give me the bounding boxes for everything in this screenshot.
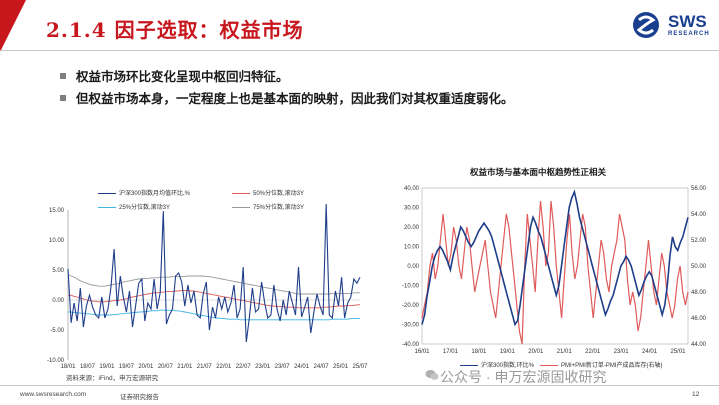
header-divider (0, 50, 719, 51)
series-line-2 (68, 309, 360, 321)
series-line-3 (67, 274, 360, 295)
series-line-0 (67, 203, 361, 343)
footer-label: 证券研究报告 (120, 394, 159, 401)
x-tick-label: 24/01 (294, 364, 310, 370)
y-left-tick-label: -40.00 (402, 342, 420, 348)
footer-url[interactable]: www.swsresearch.com (20, 391, 87, 398)
y-left-tick-label: 40.00 (404, 186, 420, 192)
x-tick-label: 23/01 (614, 349, 630, 355)
x-tick-label: 22/07 (236, 364, 252, 370)
y-right-tick-label: 50.00 (691, 264, 707, 270)
x-tick-label: 23/01 (255, 364, 271, 370)
bullet-1: 权益市场环比变化呈现中枢回归特征。 (60, 66, 289, 85)
chart-left: 沪深300指数月均值环比,% 50%分位数,滚动3Y 25%分位数,滚动3Y 7… (30, 180, 370, 380)
bullet-2-text: 但权益市场本身，一定程度上也是基本面的映射，因此我们对其权重适度弱化。 (76, 92, 514, 106)
header-red-accent (0, 0, 26, 52)
y-right-tick-label: 56.00 (691, 186, 707, 192)
legend-item-hs300: 沪深300指数,环比% (460, 360, 534, 369)
y-tick-label: -10.00 (47, 358, 65, 364)
y-left-tick-label: -20.00 (402, 303, 420, 309)
x-tick-label: 25/01 (333, 364, 349, 370)
y-left-tick-label: 10.00 (404, 245, 420, 251)
page-title: 2.1.4 因子选取：权益市场 (46, 18, 304, 42)
x-tick-label: 20/07 (158, 364, 174, 370)
plot-frame (421, 187, 689, 345)
y-left-tick-label: 0.00 (407, 264, 419, 270)
y-right-tick-label: 44.00 (691, 342, 707, 348)
x-tick-label: 19/01 (99, 364, 115, 370)
chart-right-plot: 40.00 30.00 20.00 10.00 0.00 -10.00 -20.00 -30.… (402, 186, 707, 355)
x-tick-label: 24/01 (642, 349, 658, 355)
x-tick-label: 19/07 (119, 364, 135, 370)
x-tick-label: 17/01 (443, 349, 459, 355)
watermark: 公众号 · 申万宏源固收研究 (440, 369, 607, 385)
logo-subtext: RESEARCH (668, 31, 710, 37)
y-tick-label: 5.00 (52, 268, 64, 274)
legend-item-p25: 25%分位数,滚动3Y (98, 202, 170, 211)
y-tick-label: 10.00 (49, 238, 65, 244)
footer-divider (0, 385, 719, 386)
y-right-tick-label: 54.00 (691, 212, 707, 218)
x-tick-label: 22/01 (585, 349, 601, 355)
chart-right: 40.00 30.00 20.00 10.00 0.00 -10.00 -20.00 -30.… (390, 178, 719, 378)
x-tick-label: 24/07 (314, 364, 330, 370)
x-tick-label: 18/07 (80, 364, 96, 370)
bullet-1-text: 权益市场环比变化呈现中枢回归特征。 (76, 70, 289, 84)
chart-right-title: 权益市场与基本面中枢趋势性正相关 (470, 167, 607, 177)
y-left-tick-label: 30.00 (404, 206, 420, 212)
logo-text: SWS (668, 12, 707, 31)
y-right-tick-label: 48.00 (691, 290, 707, 296)
x-tick-label: 21/01 (557, 349, 573, 355)
x-tick-label: 23/07 (275, 364, 291, 370)
legend-item-pmi: PMI+PMI新订单-PMI产成品库存(右轴) (540, 360, 663, 369)
legend-item-p75: 75%分位数,滚动3Y (232, 202, 304, 211)
x-tick-label: 20/01 (528, 349, 544, 355)
x-tick-label: 21/07 (197, 364, 213, 370)
series-line-pmi (421, 200, 689, 345)
y-tick-label: 0.00 (52, 298, 64, 304)
x-tick-label: 18/01 (60, 364, 76, 370)
x-tick-label: 18/01 (471, 349, 487, 355)
y-left-tick-label: -10.00 (402, 284, 420, 290)
x-tick-label: 16/01 (414, 349, 430, 355)
source-left: 资料来源：iFind，申万宏源研究 (66, 375, 159, 382)
x-tick-label: 20/01 (138, 364, 154, 370)
sws-logo-icon (633, 12, 659, 38)
y-left-tick-label: 20.00 (404, 225, 420, 231)
legend-item-hs300-mom: 沪深300指数月均值环比,% (98, 188, 190, 197)
y-tick-label: 15.00 (49, 208, 65, 214)
x-tick-label: 21/01 (177, 364, 193, 370)
series-line-hs300 (421, 189, 689, 327)
y-right-tick-label: 52.00 (691, 238, 707, 244)
x-tick-label: 19/01 (500, 349, 516, 355)
legend-item-p50: 50%分位数,滚动3Y (232, 188, 304, 197)
y-right-tick-label: 46.00 (691, 316, 707, 322)
bullet-square-icon (60, 73, 66, 79)
wechat-icon (425, 370, 439, 380)
bullet-square-icon (60, 95, 66, 101)
x-tick-label: 22/01 (216, 364, 232, 370)
y-left-tick-label: -30.00 (402, 323, 420, 329)
y-tick-label: -5.00 (50, 328, 64, 334)
header-bar: 2.1.4 因子选取：权益市场 SWS RESEARCH (0, 0, 719, 52)
x-tick-label: 25/07 (352, 364, 368, 370)
x-tick-label: 25/01 (670, 349, 686, 355)
bullet-2: 但权益市场本身，一定程度上也是基本面的映射，因此我们对其权重适度弱化。 (60, 88, 514, 107)
page-number: 12 (692, 391, 700, 398)
